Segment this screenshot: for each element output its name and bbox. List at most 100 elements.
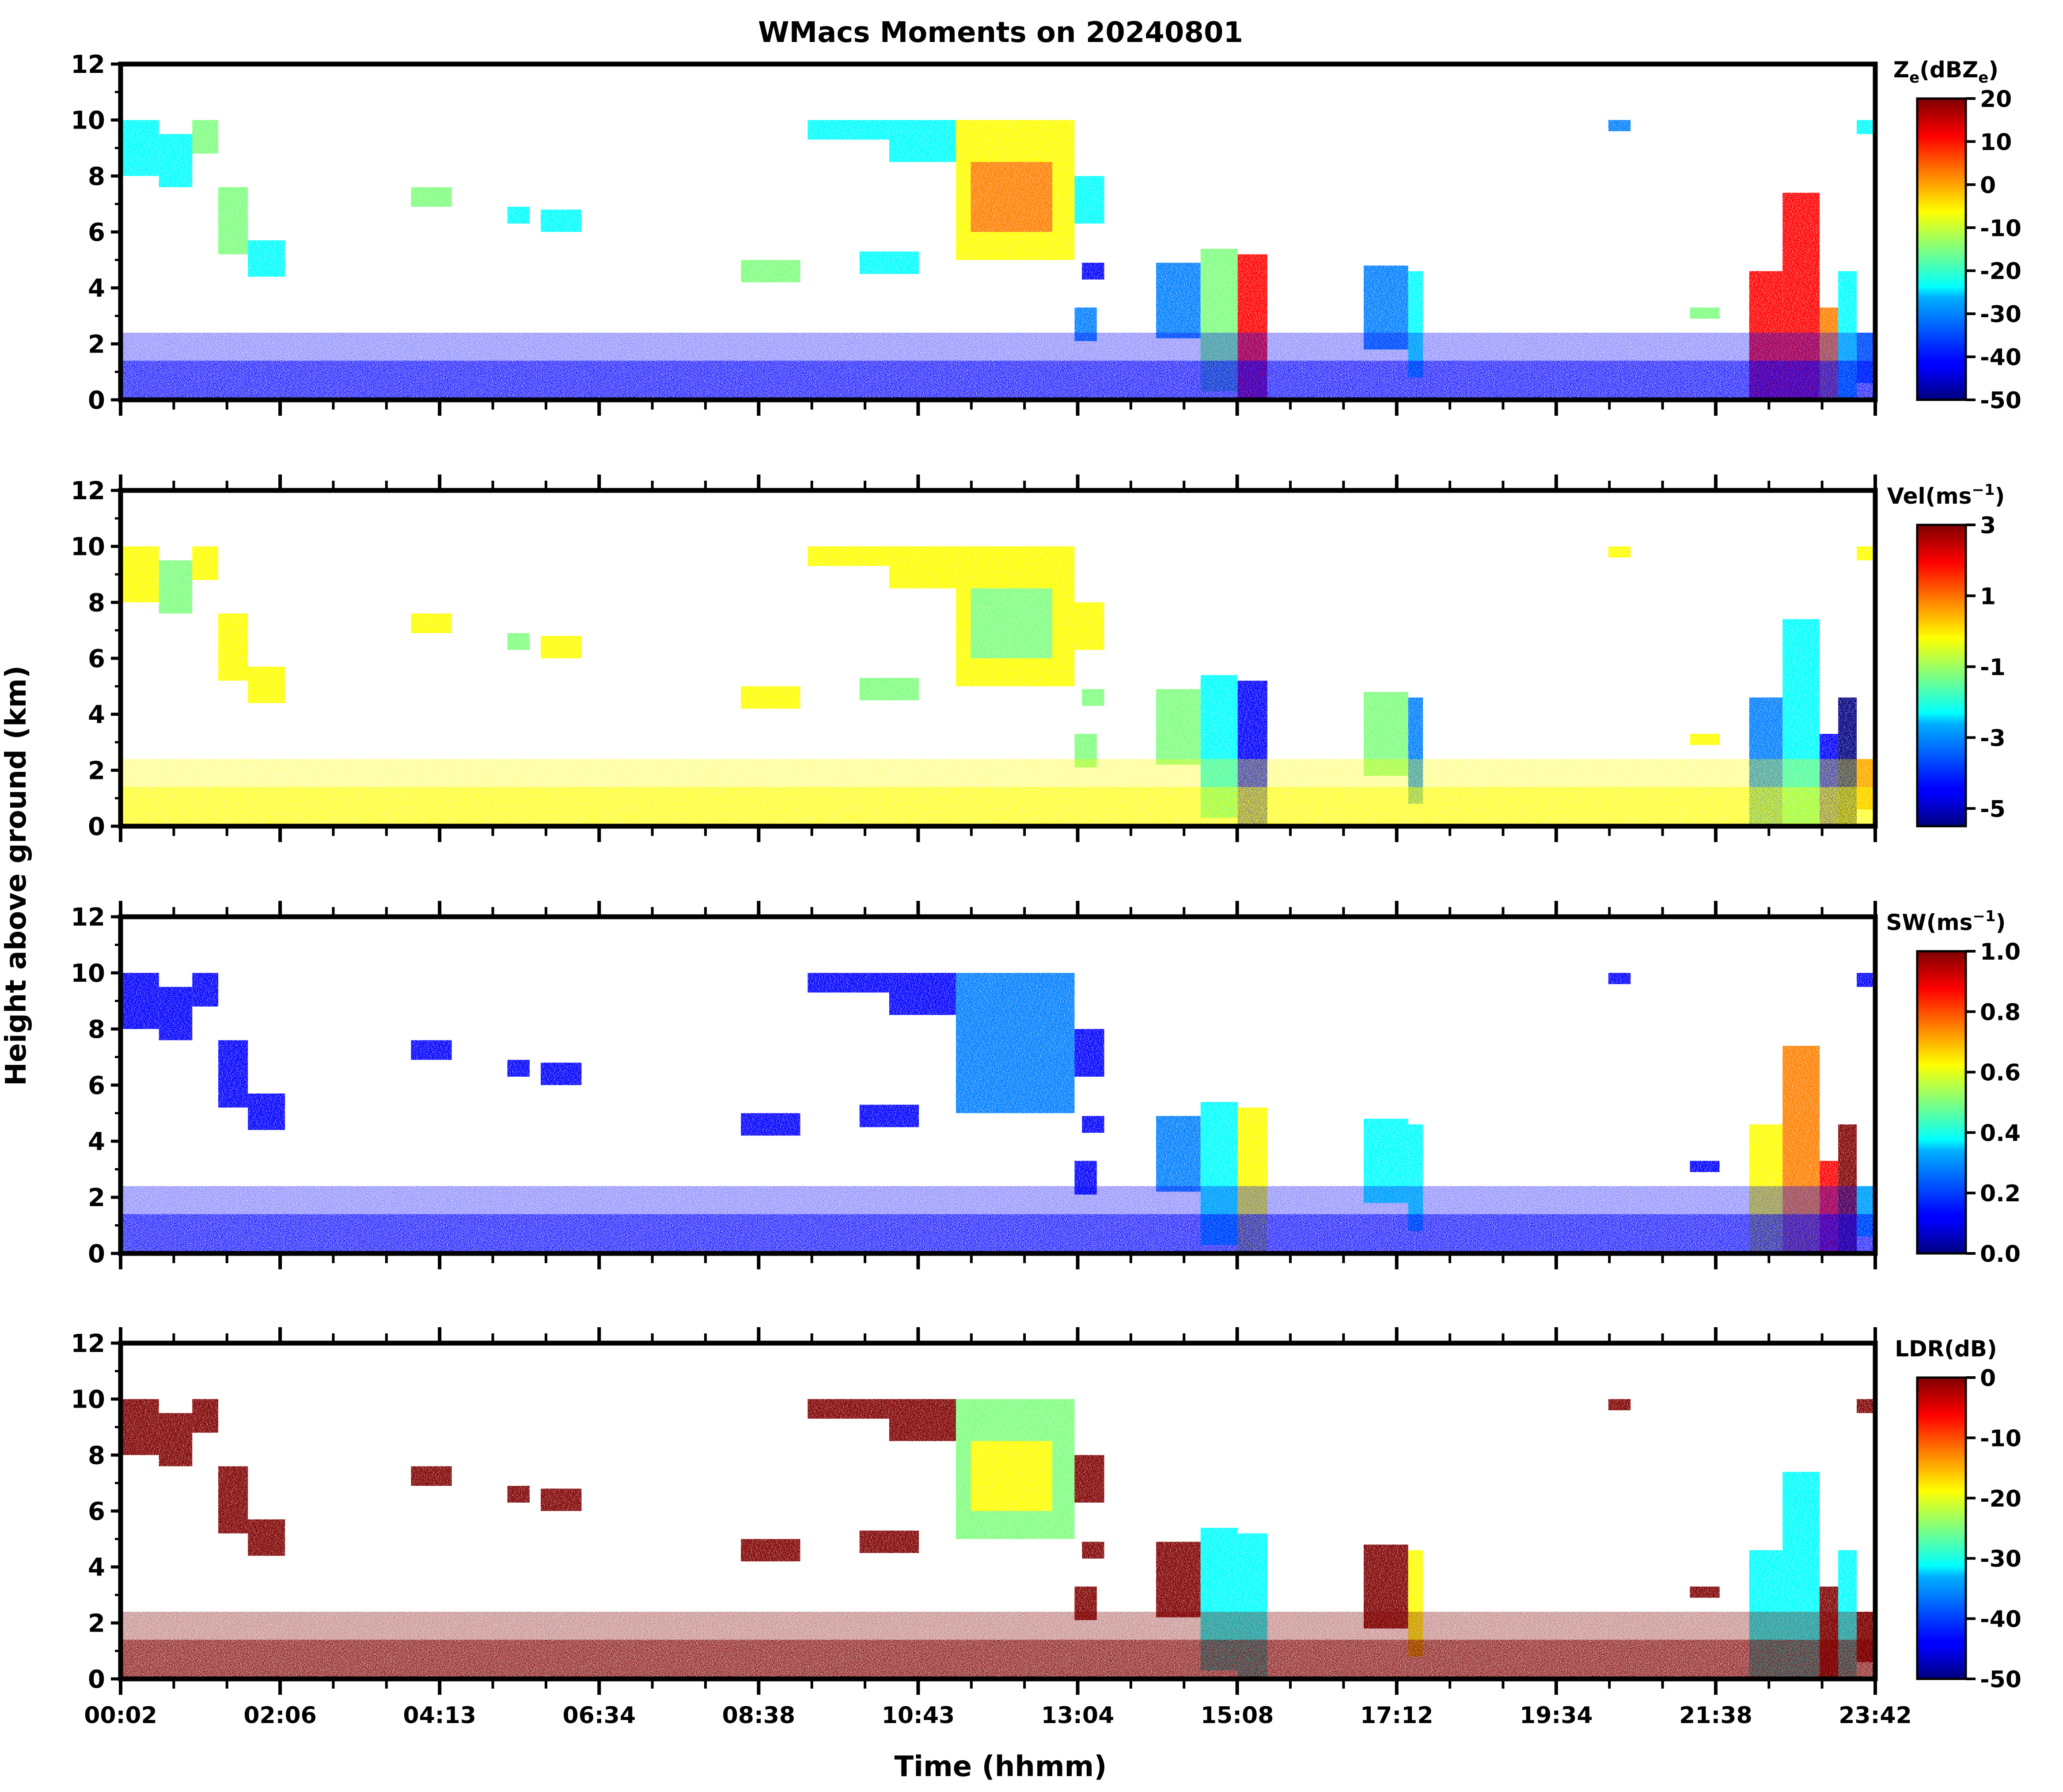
y-tick-label: 4 [88,274,105,303]
colorbar-vel: 3 1 -1 -3 -5 Vel(ms−1) [1887,481,2006,828]
cloud-cell [1156,1116,1201,1192]
cloud-cell [1690,1161,1720,1172]
cloud-cell [1857,973,1875,987]
cloud-cell [248,240,285,277]
cloud-cell [1156,689,1201,765]
colorbar-label: SW(ms−1) [1886,907,2006,935]
y-tick-label: 6 [88,645,105,673]
boundary-layer-echo [121,361,1875,400]
data-field [121,120,1875,400]
y-tick-label: 0 [88,386,105,415]
colorbar-tick-label: -5 [1980,796,2006,823]
cloud-cell [1857,1399,1875,1413]
x-tick-label: 23:42 [1839,1702,1912,1729]
y-tick-label: 0 [88,1240,105,1268]
y-tick-label: 4 [88,1128,105,1156]
boundary-layer [121,1612,1875,1679]
y-tick-label: 4 [88,701,105,729]
colorbar-tick-label: -20 [1980,258,2021,285]
colorbar-tick-label: 0.8 [1980,999,2021,1026]
cloud-cell [1074,1029,1104,1077]
cloud-cell [971,588,1053,658]
cloud-cell [541,209,582,232]
cloud-cell [159,560,193,614]
cloud-cell [1074,1455,1104,1503]
cloud-cell [808,973,889,993]
y-tick-label: 6 [88,1071,105,1100]
colorbar-gradient [1916,524,1967,828]
colorbar-ze: 20 10 0 -10 -20 -30 -40 -50 Ze(dBZe) [1893,57,2021,414]
colorbar-tick-label: -20 [1980,1486,2021,1512]
cloud-cell [859,1530,919,1553]
cloud-cell [192,120,219,154]
y-tick-label: 10 [71,533,105,562]
cloud-cell [859,1105,919,1128]
y-tick-label: 8 [88,588,105,617]
cloud-cell [218,1466,248,1534]
colorbar-tick-label: 0.0 [1980,1241,2021,1268]
x-axis-label: Time (hhmm) [895,1750,1107,1783]
cloud-cell [218,613,248,681]
y-tick-label: 2 [88,1184,105,1212]
cloud-cell [1690,1587,1720,1598]
y-tick-label: 12 [71,1329,105,1358]
cloud-cell [248,1093,285,1130]
boundary-layer-echo [121,333,1875,361]
cloud-cell [889,546,956,588]
boundary-layer-echo [121,1214,1875,1253]
colorbar-tick-label: -40 [1980,345,2021,371]
y-tick-label: 12 [71,903,105,932]
cloud-cell [1082,262,1104,280]
colorbar-tick-label: 0 [1980,1365,1996,1392]
x-tick-label: 13:04 [1041,1702,1115,1729]
cloud-cell [1082,1541,1104,1559]
colorbar-tick-label: -10 [1980,1425,2021,1452]
cloud-cell [1608,973,1631,984]
colorbar-label: LDR(dB) [1895,1336,1997,1362]
cloud-cell [971,1015,1053,1085]
colorbar-tick-label: -40 [1980,1606,2021,1633]
cloud-cell [121,973,159,1029]
y-tick-label: 2 [88,756,105,785]
y-tick-label: 8 [88,162,105,191]
cloud-cell [411,613,452,633]
cloud-cell [248,1519,285,1556]
colorbar-tick-label: 1 [1980,583,1996,610]
cloud-cell [1082,1116,1104,1133]
cloud-cell [218,187,248,254]
cloud-cell [507,1486,530,1503]
y-tick-label: 8 [88,1441,105,1470]
x-tick-label: 10:43 [882,1702,955,1729]
colorbar-tick-label: 0 [1980,172,1996,199]
x-tick-label: 19:34 [1520,1702,1593,1729]
cloud-cell [1156,262,1201,338]
x-tick-label: 17:12 [1360,1702,1433,1729]
cloud-cell [741,260,800,282]
cloud-cell [1690,308,1720,319]
cloud-cell [1608,120,1631,131]
cloud-cell [507,1059,530,1077]
cloud-cell [411,1466,452,1486]
cloud-cell [889,1399,956,1441]
cloud-cell [859,678,919,700]
cloud-cell [507,633,530,650]
boundary-layer [121,1186,1875,1253]
colorbar-gradient [1916,97,1967,401]
colorbar-gradient [1916,1376,1967,1680]
boundary-layer [121,333,1875,400]
x-tick-label: 04:13 [403,1702,476,1729]
cloud-cell [971,1441,1053,1511]
boundary-layer-echo [121,1186,1875,1215]
colorbar-sw: 1.0 0.8 0.6 0.4 0.2 0.0 SW(ms−1) [1886,907,2021,1268]
y-tick-label: 0 [88,1665,105,1694]
boundary-layer-echo [121,1640,1875,1679]
y-tick-label: 0 [88,812,105,841]
colorbar-tick-label: 20 [1980,86,2012,113]
colorbar-tick-label: 1.0 [1980,939,2021,965]
cloud-cell [121,1399,159,1455]
cloud-cell [159,1413,193,1466]
cloud-cell [218,1040,248,1108]
cloud-cell [192,546,219,580]
boundary-layer-echo [121,1612,1875,1640]
